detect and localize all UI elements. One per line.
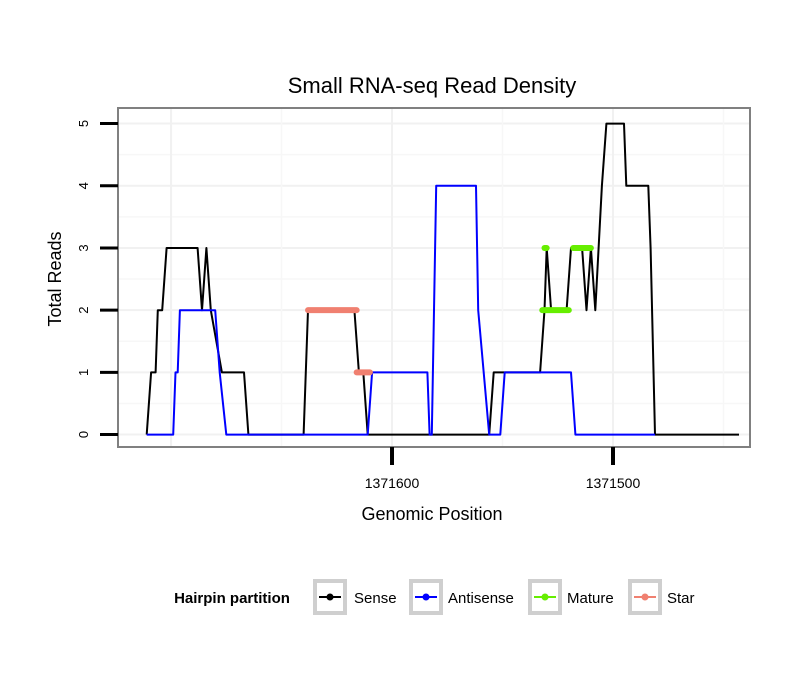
y-axis-title: Total Reads <box>45 231 65 326</box>
x-axis: 1371600 1371500 <box>365 447 641 491</box>
legend-key-marker <box>326 593 334 601</box>
legend-key-marker <box>422 593 430 601</box>
legend-label: Mature <box>567 590 614 607</box>
legend-item-sense: Sense <box>313 579 397 615</box>
y-tick-label: 2 <box>76 307 91 314</box>
y-tick-label: 1 <box>76 369 91 376</box>
legend-item-antisense: Antisense <box>409 579 514 615</box>
x-tick-label: 1371600 <box>365 475 420 491</box>
series-antisense-line <box>146 184 655 436</box>
y-tick-label: 3 <box>76 244 91 251</box>
series-layer <box>145 122 739 436</box>
y-axis: 0 1 2 3 4 5 <box>76 120 118 438</box>
legend-item-star: Star <box>628 579 695 615</box>
legend-label: Sense <box>354 590 397 607</box>
legend-label: Star <box>667 590 695 607</box>
legend-key-marker <box>541 593 549 601</box>
legend-label: Antisense <box>448 590 514 607</box>
legend-title: Hairpin partition <box>174 590 290 607</box>
x-tick-label: 1371500 <box>586 475 641 491</box>
y-tick-label: 5 <box>76 120 91 127</box>
series-sense-line <box>145 122 739 436</box>
legend: Hairpin partition Sense Antisense Mature St… <box>174 579 695 615</box>
chart-title: Small RNA-seq Read Density <box>288 73 577 98</box>
legend-key-marker <box>641 593 649 601</box>
legend-item-mature: Mature <box>528 579 614 615</box>
plot-border <box>117 107 751 448</box>
x-axis-title: Genomic Position <box>361 504 502 524</box>
y-tick-label: 0 <box>76 431 91 438</box>
y-tick-label: 4 <box>76 182 91 189</box>
